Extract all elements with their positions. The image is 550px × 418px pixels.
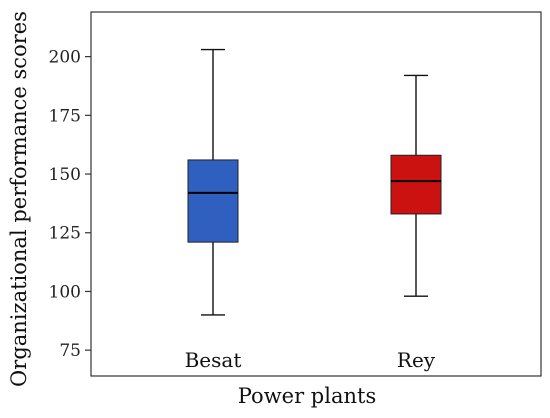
boxes: [187, 48, 442, 316]
y-axis-title: Organizational performance scores: [7, 11, 31, 387]
y-tick-label: 75: [59, 341, 81, 361]
y-tick-label: 200: [49, 48, 81, 68]
category-label-rey: Rey: [397, 348, 436, 372]
box-rey: [390, 74, 442, 297]
x-axis-title: Power plants: [238, 384, 376, 408]
y-axis: 75 100 125 150 175 200: [49, 48, 91, 361]
y-tick-label: 100: [49, 282, 81, 302]
iqr-box: [390, 154, 442, 215]
iqr-box: [187, 159, 239, 243]
y-tick-label: 150: [49, 165, 81, 185]
y-tick-label: 175: [49, 106, 81, 126]
category-labels: Besat Rey: [185, 348, 436, 372]
y-tick-label: 125: [49, 224, 81, 244]
plot-frame: [90, 11, 542, 377]
box-besat: [187, 48, 239, 316]
category-label-besat: Besat: [185, 348, 242, 372]
